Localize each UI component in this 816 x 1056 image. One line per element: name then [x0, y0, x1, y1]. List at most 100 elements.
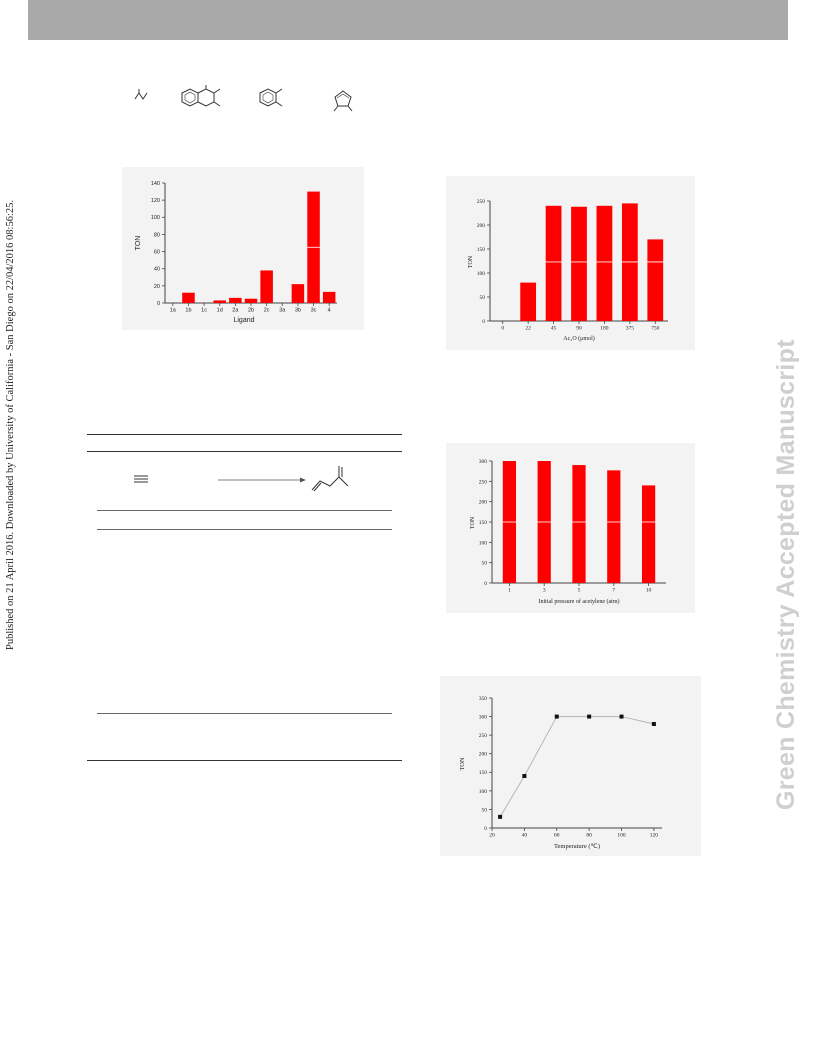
x-tick-label: 22: [525, 326, 531, 332]
data-point: [651, 722, 656, 726]
bar: [545, 205, 562, 321]
y-tick-label: 0: [157, 301, 160, 307]
x-axis-label: Ligand: [233, 317, 254, 324]
data-point: [554, 714, 559, 719]
x-tick-label: 3c: [311, 308, 317, 314]
y-tick-label: 20: [154, 284, 160, 290]
bar: [322, 291, 336, 303]
isoprene-structure: [311, 466, 349, 492]
x-tick-label: 2b: [248, 308, 254, 314]
table-top-rule: [87, 434, 402, 435]
bar: [607, 470, 621, 583]
y-tick-label: 0: [482, 319, 485, 325]
x-tick-label: 3a: [279, 308, 286, 314]
ligand-chart-panel: 0 20 40 60 80 100 120 140 1a 1b 1c 1d 2a 2b 2c 3a 3b 3c 4…: [122, 167, 364, 330]
table-rule: [97, 510, 392, 511]
x-axis-label: Temperature (℃): [554, 843, 600, 850]
ligand-structure-aryl-diene: [181, 85, 221, 107]
table-header-rule: [87, 451, 402, 452]
bar: [647, 239, 664, 321]
y-tick-label: 50: [480, 295, 486, 301]
y-tick-label: 50: [482, 807, 488, 813]
x-tick-label: 3: [543, 588, 546, 594]
data-point: [498, 814, 503, 819]
x-tick-label: 2c: [264, 308, 270, 314]
y-tick-label: 40: [154, 267, 160, 273]
x-tick-label: 120: [650, 833, 659, 839]
x-tick-label: 1c: [201, 308, 207, 314]
x-tick-label: 0: [501, 326, 504, 332]
y-tick-label: 200: [477, 223, 486, 229]
bar: [244, 298, 258, 303]
acetic-anhydride-bar-chart: 0 50 100 150 200 250 0 22 45 90 180 375 750 Ac₂O (μ…: [468, 199, 668, 342]
y-tick-label: 250: [479, 479, 488, 485]
ligand-structure-fragment: [134, 89, 148, 100]
x-tick-label: 45: [551, 326, 557, 332]
ligand-structures: [134, 85, 353, 112]
bar: [572, 465, 586, 583]
acetylene-pressure-bar-chart: 0 50 100 150 200 250 300 1 3 5 7 10 Initial pressu…: [470, 459, 666, 605]
acetylene-structure: [134, 475, 148, 483]
x-tick-label: 1d: [217, 308, 223, 314]
bar: [520, 282, 537, 321]
y-axis-label: TON: [135, 236, 142, 251]
x-tick-label: 10: [646, 588, 652, 594]
bar: [213, 300, 226, 303]
y-axis-label: TON: [459, 757, 466, 771]
table-rule: [97, 529, 392, 530]
y-tick-label: 100: [151, 215, 160, 221]
x-tick-label: 4: [328, 308, 331, 314]
acetic-anhydride-chart-panel: 0 50 100 150 200 250 0 22 45 90 180 375 750 Ac₂O (μ…: [446, 176, 695, 350]
y-tick-label: 350: [479, 696, 488, 702]
accepted-manuscript-watermark: Green Chemistry Accepted Manuscript: [772, 339, 800, 810]
y-tick-label: 250: [479, 733, 488, 739]
y-tick-label: 120: [151, 198, 160, 204]
x-tick-label: 80: [586, 833, 592, 839]
reaction-scheme: [134, 466, 349, 492]
x-axis-label: Ac₂O (μmol): [563, 335, 594, 342]
reaction-arrow: [218, 477, 306, 483]
y-tick-label: 300: [479, 714, 488, 720]
x-tick-label: 5: [578, 588, 581, 594]
y-tick-label: 200: [479, 500, 488, 506]
temperature-chart-panel: 0 50 100 150 200 250 300 350 20 40 60 80 100 120 Tem…: [440, 676, 701, 856]
y-tick-label: 150: [479, 520, 488, 526]
temperature-line-chart: 0 50 100 150 200 250 300 350 20 40 60 80 100 120 Tem…: [459, 696, 662, 850]
y-tick-label: 250: [477, 199, 486, 205]
x-tick-label: 1b: [185, 308, 191, 314]
x-tick-label: 1: [508, 588, 511, 594]
bar: [291, 284, 305, 303]
x-axis-label: Initial pressure of acetylene (atm): [539, 598, 620, 605]
x-tick-label: 375: [626, 326, 635, 332]
y-tick-label: 50: [482, 561, 488, 567]
bar: [641, 485, 656, 583]
table-rule: [97, 713, 392, 714]
y-axis-label: TON: [470, 516, 476, 529]
bar: [182, 292, 195, 303]
y-tick-label: 300: [479, 459, 488, 465]
y-tick-label: 150: [479, 770, 488, 776]
y-tick-label: 0: [484, 581, 487, 587]
data-point: [619, 714, 624, 719]
x-tick-label: 2a: [232, 308, 239, 314]
data-point: [522, 774, 527, 778]
ligand-structure-xylyl: [259, 88, 283, 107]
bar: [596, 205, 613, 321]
x-tick-label: 3b: [295, 308, 301, 314]
y-tick-label: 100: [479, 789, 488, 795]
y-tick-label: 0: [484, 826, 487, 832]
bar: [260, 270, 273, 303]
y-tick-label: 100: [479, 540, 488, 546]
y-tick-label: 200: [479, 752, 488, 758]
publication-note: Published on 21 April 2016. Downloaded b…: [5, 199, 16, 650]
x-tick-label: 90: [576, 326, 582, 332]
x-tick-label: 20: [489, 833, 495, 839]
x-tick-label: 180: [600, 326, 609, 332]
y-tick-label: 60: [154, 249, 160, 255]
y-tick-label: 100: [477, 271, 486, 277]
bar: [571, 206, 587, 321]
acetylene-pressure-chart-panel: 0 50 100 150 200 250 300 1 3 5 7 10 Initial pressu…: [446, 443, 695, 613]
x-tick-label: 1a: [170, 308, 177, 314]
journal-header-bar: [28, 0, 788, 40]
y-tick-label: 150: [477, 247, 486, 253]
